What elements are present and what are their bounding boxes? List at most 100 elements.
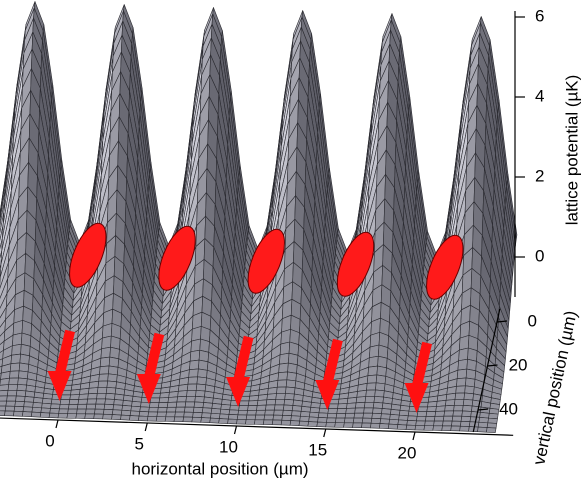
surface-patch	[265, 399, 277, 406]
surface-patch	[94, 403, 106, 410]
surface-patch	[380, 413, 391, 420]
surface-patch	[445, 392, 457, 401]
surface-patch	[40, 407, 51, 414]
surface-patch	[19, 353, 30, 365]
surface-patch	[442, 415, 454, 422]
surface-patch	[165, 411, 176, 418]
surface-patch	[189, 349, 201, 362]
surface-patch	[317, 412, 329, 419]
surface-patch	[5, 400, 16, 407]
surface-patch	[298, 420, 309, 427]
surface-patch	[155, 416, 167, 422]
surface-patch	[59, 403, 70, 410]
surface-patch	[49, 408, 60, 414]
x-tick	[144, 422, 148, 432]
surface-patch	[175, 401, 187, 408]
surface-patch	[334, 422, 345, 428]
y-axis-line	[472, 308, 501, 433]
surface-patch	[194, 396, 205, 403]
surface-patch	[433, 415, 445, 422]
surface-patch	[98, 373, 109, 382]
surface-patch	[149, 402, 160, 408]
surface-patch	[0, 384, 10, 392]
surface-patch	[327, 408, 338, 414]
surface-patch	[121, 405, 132, 412]
arrow-head	[404, 382, 429, 413]
surface-patch	[452, 410, 463, 417]
surface-patch	[254, 419, 265, 425]
surface-patch	[228, 409, 239, 416]
surface-patch	[477, 426, 488, 433]
surface-patch	[451, 415, 463, 422]
surface-patch	[425, 411, 437, 417]
surface-patch	[120, 414, 131, 421]
surface-patch	[267, 386, 278, 395]
surface-patch	[246, 410, 257, 416]
surface-patch	[97, 387, 108, 394]
x-tick-label: 10	[219, 437, 238, 456]
surface-patch	[15, 395, 26, 402]
surface-patch	[30, 411, 42, 418]
surface-patch	[227, 414, 239, 420]
surface-patch	[256, 404, 267, 411]
surface-patch	[370, 417, 382, 424]
y-tick	[496, 320, 508, 323]
surface-patch	[200, 417, 211, 424]
surface-patch	[120, 409, 132, 416]
surface-patch	[361, 422, 372, 429]
surface-patch	[451, 420, 462, 427]
surface-patch	[364, 396, 375, 403]
surface-patch	[97, 380, 108, 388]
surface-patch	[174, 411, 185, 418]
surface-patch	[286, 371, 297, 382]
surface-patch	[178, 383, 189, 392]
surface-patch	[335, 417, 346, 424]
surface-patch	[88, 380, 100, 389]
surface-patch	[387, 423, 399, 430]
surface-patch	[8, 377, 19, 385]
surface-patch	[263, 414, 274, 421]
surface-patch	[87, 393, 98, 400]
surface-patch	[465, 368, 477, 380]
surface-patch	[237, 409, 248, 416]
surface-patch	[460, 415, 472, 422]
surface-patch	[465, 377, 476, 388]
surface-patch	[101, 335, 112, 350]
surface-patch	[289, 420, 300, 427]
surface-patch	[198, 359, 209, 371]
surface-patch	[265, 404, 276, 411]
surface-patch	[353, 412, 364, 419]
surface-patch	[236, 419, 247, 425]
surface-patch	[282, 409, 293, 416]
surface-patch	[85, 408, 96, 415]
surface-patch	[373, 396, 384, 404]
arrow-head	[47, 370, 72, 401]
surface-patch	[14, 400, 25, 407]
arrow-shaft	[143, 332, 165, 380]
surface-patch	[375, 374, 387, 385]
surface-patch	[60, 394, 71, 401]
surface-patch	[202, 402, 213, 409]
surface-patch	[218, 418, 229, 424]
surface-patch	[219, 413, 230, 420]
surface-patch	[31, 406, 42, 413]
surface-patch	[276, 379, 288, 388]
y-tick	[487, 364, 498, 367]
surface-patch	[57, 413, 68, 419]
surface-patch	[138, 411, 149, 417]
surface-patch	[96, 393, 107, 400]
surface-patch	[425, 416, 436, 422]
surface-patch	[69, 394, 80, 401]
surface-patch	[444, 405, 455, 412]
surface-patch	[75, 413, 86, 419]
surface-patch	[271, 419, 283, 426]
surface-patch	[423, 425, 434, 431]
surface-patch	[308, 416, 319, 423]
arrow-shaft	[322, 338, 343, 386]
surface-patch	[239, 400, 250, 407]
surface-patch	[18, 370, 29, 380]
surface-patch	[432, 425, 443, 431]
surface-patch	[112, 404, 123, 411]
surface-patch	[290, 415, 301, 422]
surface-patch	[187, 376, 198, 385]
